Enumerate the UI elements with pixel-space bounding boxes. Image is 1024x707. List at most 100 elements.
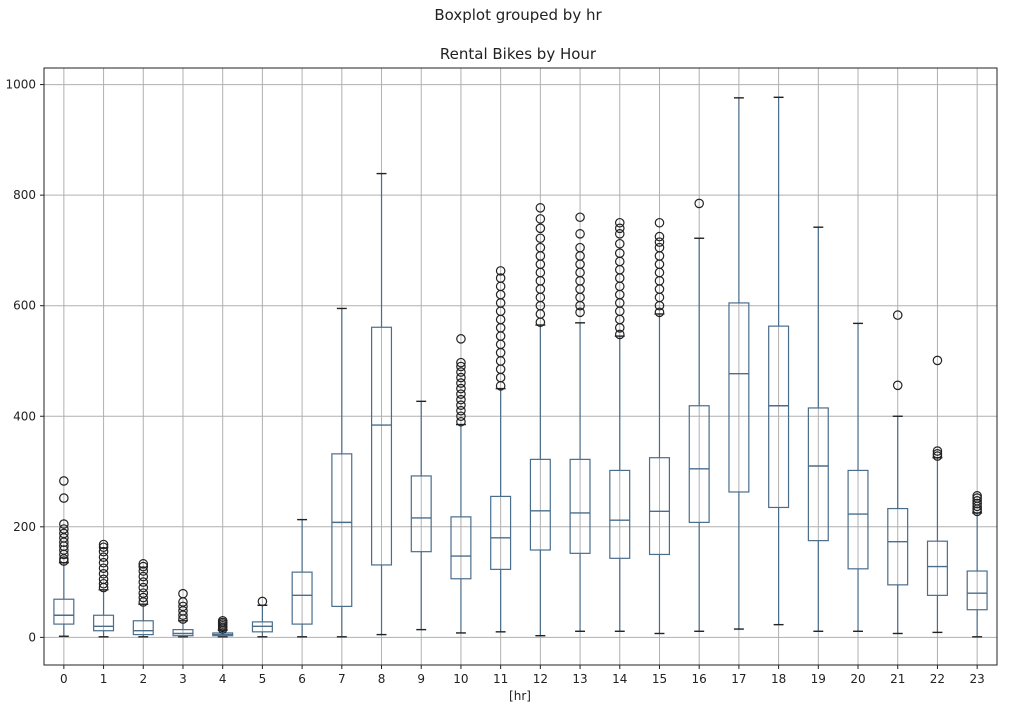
outlier-point bbox=[456, 361, 466, 372]
iqr-box bbox=[490, 495, 512, 570]
box-23 bbox=[966, 491, 988, 638]
box-9 bbox=[410, 400, 432, 631]
outlier-point bbox=[456, 389, 466, 399]
x-tick-label: 16 bbox=[692, 672, 707, 686]
iqr-box bbox=[688, 405, 710, 523]
x-tick-label: 2 bbox=[139, 672, 147, 686]
x-tick-label: 22 bbox=[930, 672, 945, 686]
outlier-point bbox=[575, 229, 585, 239]
outlier-point bbox=[138, 582, 149, 593]
outlier-point bbox=[932, 449, 943, 459]
outlier-point bbox=[257, 596, 268, 607]
y-tick-label: 600 bbox=[13, 299, 36, 313]
box-3 bbox=[172, 588, 194, 638]
iqr-box bbox=[768, 325, 790, 509]
outlier-point bbox=[98, 557, 109, 568]
outlier-point bbox=[59, 528, 69, 539]
chart-title: Rental Bikes by Hour bbox=[440, 45, 597, 63]
outlier-point bbox=[138, 566, 149, 576]
outlier-point bbox=[59, 524, 69, 534]
outlier-point bbox=[138, 559, 149, 569]
outlier-point bbox=[98, 578, 109, 589]
box-19 bbox=[807, 226, 829, 632]
box-8 bbox=[370, 172, 393, 636]
box-15 bbox=[648, 217, 671, 635]
box-21 bbox=[887, 310, 909, 635]
iqr-box bbox=[807, 407, 829, 542]
box-2 bbox=[132, 559, 154, 638]
box-1 bbox=[93, 539, 115, 638]
outlier-point bbox=[614, 238, 625, 249]
outlier-point bbox=[59, 545, 69, 555]
outlier-point bbox=[98, 563, 109, 574]
outlier-point bbox=[138, 561, 149, 572]
outlier-point bbox=[575, 242, 585, 253]
box-series bbox=[53, 96, 988, 638]
x-tick-label: 7 bbox=[338, 672, 346, 686]
outlier-point bbox=[654, 237, 665, 247]
outlier-point bbox=[614, 329, 625, 340]
outlier-point bbox=[456, 378, 466, 388]
iqr-box bbox=[569, 458, 591, 554]
outlier-point bbox=[654, 217, 665, 228]
box-6 bbox=[291, 518, 313, 638]
iqr-box bbox=[53, 598, 75, 625]
outlier-point bbox=[98, 568, 109, 579]
outlier-point bbox=[456, 411, 466, 422]
outlier-point bbox=[932, 355, 943, 366]
box-20 bbox=[847, 322, 869, 632]
outlier-point bbox=[138, 588, 149, 598]
x-tick-label: 11 bbox=[493, 672, 508, 686]
outlier-point bbox=[575, 212, 585, 223]
x-tick-label: 1 bbox=[100, 672, 108, 686]
outlier-point bbox=[98, 574, 109, 585]
outlier-point bbox=[614, 223, 625, 234]
x-axis-label: [hr] bbox=[509, 689, 531, 703]
x-tick-label: 17 bbox=[731, 672, 746, 686]
outlier-point bbox=[138, 577, 149, 587]
outlier-point bbox=[654, 231, 665, 242]
outlier-point bbox=[456, 357, 466, 368]
iqr-box bbox=[648, 457, 671, 556]
outlier-point bbox=[614, 229, 625, 239]
x-tick-label: 18 bbox=[771, 672, 786, 686]
outlier-point bbox=[932, 446, 943, 456]
box-4 bbox=[212, 615, 234, 638]
outlier-point bbox=[98, 552, 109, 563]
box-17 bbox=[728, 97, 750, 630]
box-14 bbox=[609, 217, 631, 632]
outlier-point bbox=[59, 493, 69, 503]
outlier-point bbox=[59, 476, 69, 486]
box-16 bbox=[688, 198, 710, 632]
x-tick-label: 10 bbox=[453, 672, 468, 686]
grid-lines bbox=[44, 68, 997, 665]
iqr-box bbox=[847, 469, 869, 570]
iqr-box bbox=[410, 475, 432, 553]
outlier-point bbox=[178, 588, 188, 599]
y-tick-label: 0 bbox=[28, 630, 36, 644]
y-tick-label: 400 bbox=[13, 409, 36, 423]
outlier-point bbox=[98, 542, 109, 553]
x-tick-label: 21 bbox=[890, 672, 905, 686]
x-tick-label: 8 bbox=[378, 672, 386, 686]
outlier-point bbox=[456, 367, 466, 377]
outlier-point bbox=[456, 400, 466, 410]
iqr-box bbox=[370, 326, 393, 566]
iqr-box bbox=[609, 469, 631, 559]
outlier-point bbox=[654, 307, 665, 318]
x-tick-label: 23 bbox=[970, 672, 985, 686]
outlier-point bbox=[575, 307, 585, 318]
box-11 bbox=[490, 266, 512, 633]
outlier-point bbox=[614, 248, 625, 258]
outlier-point bbox=[59, 519, 69, 529]
outlier-point bbox=[138, 592, 149, 603]
outlier-point bbox=[456, 394, 466, 405]
outlier-point bbox=[535, 214, 546, 224]
x-tick-label: 14 bbox=[612, 672, 627, 686]
iqr-box bbox=[291, 571, 313, 625]
box-22 bbox=[926, 355, 948, 634]
outlier-point bbox=[694, 198, 704, 209]
outlier-point bbox=[178, 601, 188, 612]
box-12 bbox=[529, 203, 551, 637]
